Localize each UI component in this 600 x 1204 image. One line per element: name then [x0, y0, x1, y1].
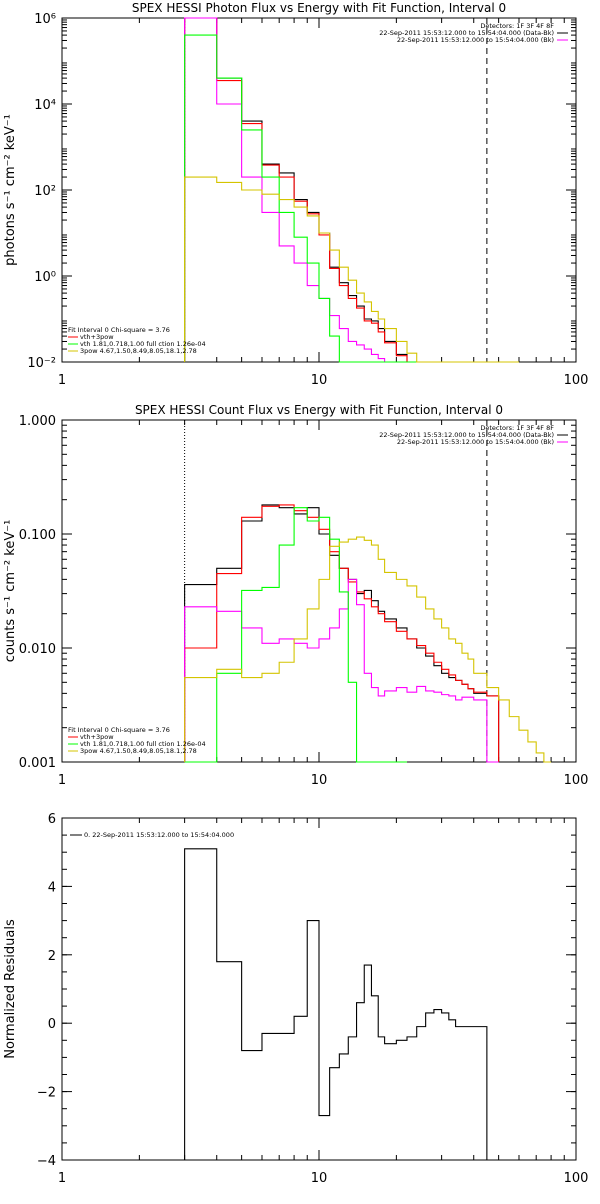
legend-text: 0. 22-Sep-2011 15:53:12.000 to 15:54:04.… [84, 831, 234, 839]
series-line-vth-3pow [184, 504, 500, 762]
series-line-3pow [184, 536, 552, 763]
x-tick-label: 100 [564, 1171, 589, 1186]
y-tick-label: −4 [37, 1154, 56, 1169]
plot-frame [61, 17, 577, 363]
y-axis-label: counts s⁻¹ cm⁻² keV⁻¹ [3, 520, 18, 663]
y-tick-label: 0 [48, 1017, 56, 1032]
legend-topright-text: 22-Sep-2011 15:53:12.000 to 15:54:04.000… [397, 36, 554, 44]
series-line-vth [184, 507, 408, 763]
y-tick-label: 0.001 [19, 756, 56, 771]
chart-title: SPEX HESSI Count Flux vs Energy with Fit… [135, 403, 503, 417]
series-line-vth [184, 34, 487, 363]
y-tick-label: 0.010 [19, 642, 56, 657]
y-tick-label: 0.100 [19, 528, 56, 543]
legend-topright-text: Detectors: 1F 3F 4F 8F [480, 424, 554, 432]
x-tick-label: 10 [311, 773, 328, 788]
y-tick-label: 10⁻² [27, 356, 56, 371]
legend-text: vth 1.81,0.718,1.00 full ction 1.26e-04 [80, 740, 206, 748]
y-tick-label: 2 [48, 949, 56, 964]
y-tick-label: −2 [37, 1086, 56, 1101]
series-line-data-bk [184, 504, 500, 762]
legend-topright-text: 22-Sep-2011 15:53:12.000 to 15:54:04.000… [397, 438, 554, 446]
series-line-data-bk [184, 17, 487, 363]
legend-fit-text: Fit Interval 0 Chi-square = 3.76 [68, 326, 170, 334]
y-tick-label: 1.000 [19, 414, 56, 429]
y-tick-label: 10⁶ [34, 12, 56, 27]
legend-fit-text: Fit Interval 0 Chi-square = 3.76 [68, 726, 170, 734]
y-tick-label: 6 [48, 812, 56, 827]
legend-text: vth+3pow [80, 733, 114, 741]
legend-topright-text: 22-Sep-2011 15:53:12.000 to 15:54:04.000… [379, 29, 554, 37]
legend-text: vth 1.81,0.718,1.00 full ction 1.26e-04 [80, 340, 206, 348]
chart-title: SPEX HESSI Photon Flux vs Energy with Fi… [132, 1, 506, 15]
y-axis-label: Normalized Residuals [3, 919, 18, 1059]
series-line-bk [184, 17, 487, 363]
series-line-vth-3pow [184, 17, 487, 363]
y-tick-label: 10⁰ [34, 270, 56, 285]
chart-2: SPEX HESSI Count Flux vs Energy with Fit… [3, 403, 588, 788]
legend-topright-text: Detectors: 1F 3F 4F 8F [480, 22, 554, 30]
y-tick-label: 4 [48, 880, 56, 895]
series-line-residuals [184, 848, 488, 1160]
chart-3: 1 10 100 −4 −2 0 2 4 6 Normalized Residuals 0. 22-… [3, 812, 588, 1186]
legend-text: 3pow 4.67,1.50,8.49,8.05,18.1,2.78 [80, 347, 197, 355]
legend-text: 3pow 4.67,1.50,8.49,8.05,18.1,2.78 [80, 747, 197, 755]
legend-text: vth+3pow [80, 333, 114, 341]
chart-1: SPEX HESSI Photon Flux vs Energy with Fi… [3, 1, 588, 388]
series-line-bk [184, 578, 499, 763]
x-tick-label: 100 [564, 373, 589, 388]
legend-topright-text: 22-Sep-2011 15:53:12.000 to 15:54:04.000… [379, 431, 554, 439]
y-axis-label: photons s⁻¹ cm⁻² keV⁻¹ [3, 114, 18, 266]
y-tick-label: 10⁴ [34, 98, 56, 113]
series-line-3pow [184, 176, 519, 363]
x-tick-label: 10 [311, 373, 328, 388]
x-tick-label: 1 [58, 1171, 66, 1186]
y-tick-label: 10² [34, 184, 56, 199]
x-tick-label: 1 [58, 773, 66, 788]
x-tick-label: 100 [564, 773, 589, 788]
x-tick-label: 10 [311, 1171, 328, 1186]
x-tick-label: 1 [58, 373, 66, 388]
